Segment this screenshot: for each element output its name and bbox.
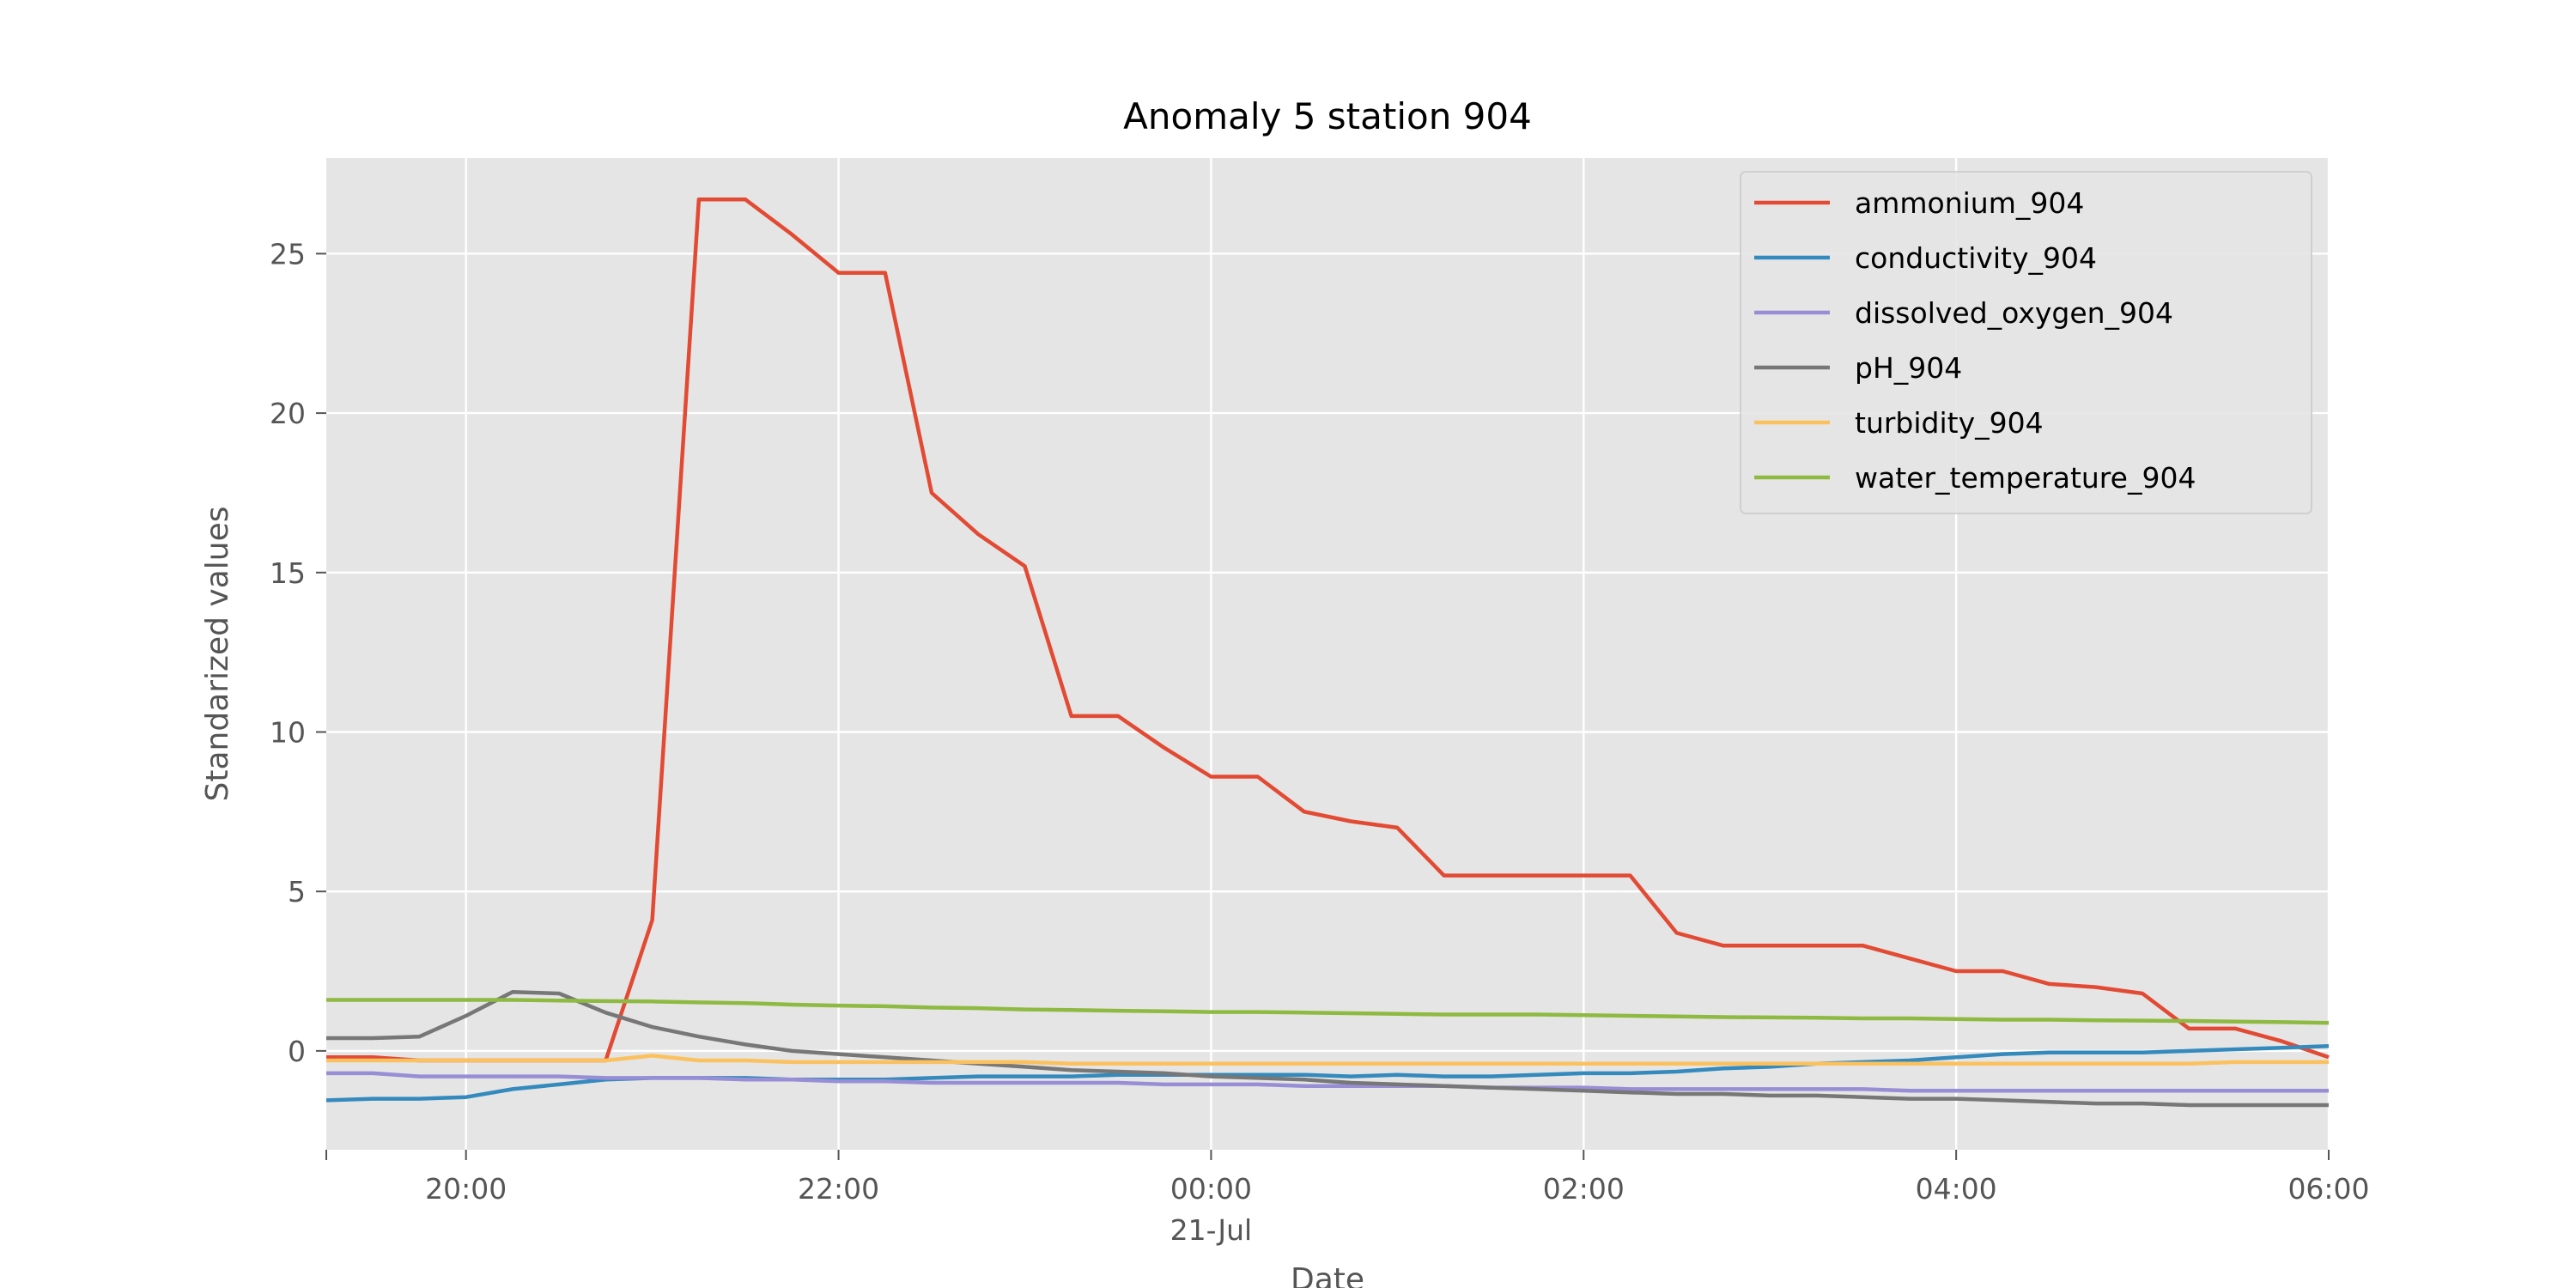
series-line-water_temperature_904	[326, 998, 2330, 1025]
legend-label-dissolved_oxygen_904: dissolved_oxygen_904	[1855, 296, 2173, 330]
x-tick-label: 22:00	[798, 1172, 879, 1206]
axis-ticks: 0 5 10 15 20 25 20:00 22:00 00:00 02:00 04:00 06:00…	[270, 237, 2370, 1247]
x-tick-label: 20:00	[425, 1172, 507, 1206]
series-lines	[325, 197, 2330, 1108]
x-tick-label: 00:00	[1170, 1172, 1252, 1206]
y-tick-label: 15	[270, 556, 306, 590]
y-tick-label: 5	[288, 875, 306, 908]
series-line-pH_904	[326, 989, 2329, 1108]
y-tick-label: 25	[270, 237, 306, 270]
legend-label-turbidity_904: turbidity_904	[1855, 406, 2044, 440]
x-axis-label: Date	[1291, 1262, 1364, 1288]
y-tick-label: 0	[288, 1035, 306, 1068]
legend-label-water_temperature_904: water_temperature_904	[1855, 461, 2196, 495]
x-date-sublabel: 21-Jul	[1170, 1213, 1253, 1247]
legend-frame	[1740, 171, 2312, 514]
legend-label-conductivity_904: conductivity_904	[1855, 241, 2097, 275]
legend-label-pH_904: pH_904	[1855, 351, 1962, 385]
y-tick-label: 20	[270, 397, 306, 430]
legend-label-ammonium_904: ammonium_904	[1855, 186, 2084, 220]
series-line-dissolved_oxygen_904	[326, 1071, 2329, 1093]
grid-lines	[326, 158, 2330, 1150]
y-axis-label: Standarized values	[200, 507, 235, 802]
series-line-turbidity_904	[326, 1054, 2329, 1066]
chart-title: Anomaly 5 station 904	[1123, 95, 1532, 137]
y-tick-label: 10	[270, 715, 306, 749]
x-tick-label: 04:00	[1916, 1172, 1997, 1206]
legend: ammonium_904 conductivity_904 dissolved_ox…	[1740, 171, 2312, 514]
x-tick-label: 02:00	[1543, 1172, 1625, 1206]
x-tick-label: 06:00	[2287, 1172, 2369, 1206]
series-line-ammonium_904	[326, 197, 2330, 1063]
